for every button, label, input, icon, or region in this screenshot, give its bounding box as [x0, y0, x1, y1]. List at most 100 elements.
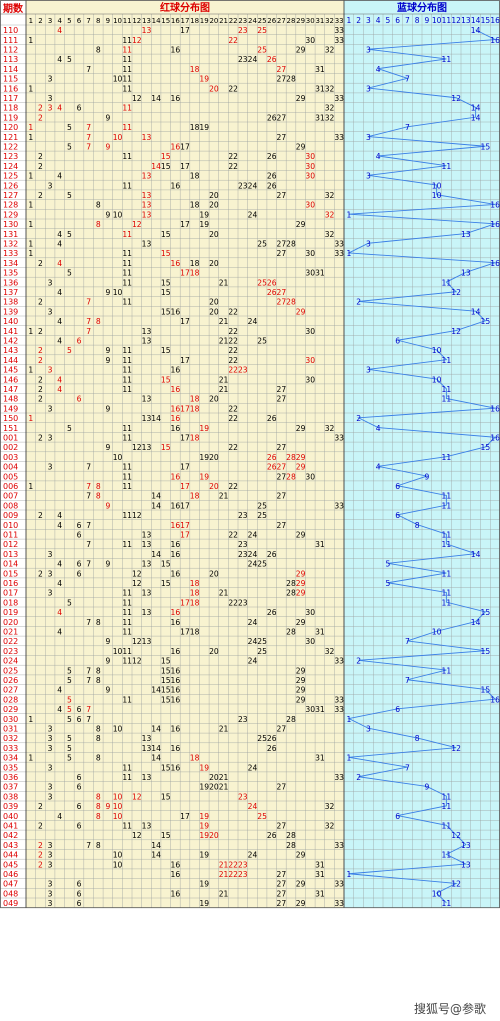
red-ball-number: 23 — [238, 181, 248, 190]
red-ball-number: 1 — [28, 414, 33, 423]
red-ball-number: 5 — [67, 705, 72, 714]
red-ball-number: 6 — [77, 773, 82, 782]
red-ball-number: 4 — [57, 579, 62, 588]
red-ball-number: 14 — [151, 492, 161, 501]
watermark: 搜狐号@参歌 — [413, 1002, 486, 1016]
red-ball-number: 33 — [334, 841, 344, 850]
red-ball-number: 3 — [48, 404, 53, 413]
blue-ball-number: 14 — [471, 550, 481, 559]
red-column-label: 10 — [113, 17, 122, 25]
red-ball-number: 16 — [171, 94, 181, 103]
red-ball-number: 24 — [248, 802, 258, 811]
red-ball-number: 20 — [209, 191, 219, 200]
red-ball-number: 2 — [38, 434, 43, 443]
red-ball-number: 16 — [171, 763, 181, 772]
red-ball-number: 22 — [228, 482, 238, 491]
red-ball-number: 6 — [77, 889, 82, 898]
red-ball-number: 16 — [171, 686, 181, 695]
red-ball-number: 11 — [122, 773, 132, 782]
red-ball-number: 9 — [105, 288, 110, 297]
red-ball-number: 27 — [277, 288, 287, 297]
red-ball-number: 26 — [267, 734, 277, 743]
blue-ball-number: 16 — [490, 201, 500, 210]
red-column-label: 23 — [238, 17, 247, 25]
red-ball-number: 3 — [48, 569, 53, 578]
red-ball-number: 31 — [315, 860, 325, 869]
blue-ball-number: 10 — [432, 346, 442, 355]
blue-ball-number: 6 — [395, 705, 400, 714]
red-ball-number: 3 — [48, 899, 53, 908]
blue-ball-number: 15 — [481, 647, 491, 656]
blue-ball-number: 11 — [442, 356, 452, 365]
red-ball-number: 10 — [113, 133, 123, 142]
red-ball-number: 9 — [105, 113, 110, 122]
red-ball-number: 27 — [277, 443, 287, 452]
red-column-label: 14 — [152, 17, 161, 25]
blue-ball-number: 11 — [442, 501, 452, 510]
red-ball-number: 9 — [105, 501, 110, 510]
issue-number: 117 — [3, 94, 18, 103]
red-ball-number: 30 — [305, 269, 315, 278]
red-ball-number: 4 — [57, 686, 62, 695]
red-ball-number: 6 — [77, 880, 82, 889]
blue-ball-number: 14 — [471, 307, 481, 316]
issue-number: 030 — [3, 715, 18, 724]
red-ball-number: 11 — [122, 511, 132, 520]
red-ball-number: 2 — [38, 113, 43, 122]
red-column-label: 33 — [335, 17, 344, 25]
red-ball-number: 20 — [209, 395, 219, 404]
red-ball-number: 8 — [96, 220, 101, 229]
red-column-label: 8 — [96, 17, 100, 25]
red-ball-number: 4 — [57, 812, 62, 821]
blue-column-label: 6 — [395, 16, 400, 25]
blue-ball-number: 1 — [346, 870, 351, 879]
red-ball-number: 22 — [228, 327, 238, 336]
red-ball-number: 12 — [132, 36, 142, 45]
red-ball-number: 10 — [113, 453, 123, 462]
blue-ball-number: 15 — [481, 317, 491, 326]
red-ball-number: 26 — [267, 453, 277, 462]
issue-number: 146 — [3, 375, 18, 384]
red-ball-number: 27 — [277, 249, 287, 258]
blue-ball-number: 13 — [461, 860, 471, 869]
red-ball-number: 16 — [171, 870, 181, 879]
blue-ball-number: 12 — [451, 288, 461, 297]
red-ball-number: 20 — [209, 298, 219, 307]
issue-number: 043 — [3, 841, 18, 850]
red-ball-number: 1 — [28, 84, 33, 93]
red-ball-number: 25 — [257, 46, 267, 55]
red-ball-number: 33 — [334, 94, 344, 103]
red-ball-number: 18 — [190, 123, 200, 132]
issue-number: 019 — [3, 608, 18, 617]
red-ball-number: 31 — [315, 628, 325, 637]
red-ball-number: 7 — [86, 143, 91, 152]
red-ball-number: 13 — [142, 744, 152, 753]
red-ball-number: 18 — [190, 754, 200, 763]
issue-number: 113 — [3, 55, 18, 64]
red-column-label: 4 — [57, 17, 62, 25]
blue-ball-number: 11 — [442, 822, 452, 831]
red-ball-number: 15 — [161, 249, 171, 258]
red-ball-number: 22 — [228, 531, 238, 540]
red-ball-number: 25 — [257, 337, 267, 346]
red-ball-number: 11 — [122, 278, 132, 287]
red-ball-number: 2 — [38, 822, 43, 831]
blue-ball-number: 16 — [490, 695, 500, 704]
red-ball-number: 26 — [267, 288, 277, 297]
red-ball-number: 1 — [28, 36, 33, 45]
red-ball-number: 4 — [57, 240, 62, 249]
blue-ball-number: 1 — [346, 249, 351, 258]
red-ball-number: 4 — [57, 385, 62, 394]
red-ball-number: 10 — [113, 802, 123, 811]
red-ball-number: 25 — [257, 734, 267, 743]
red-ball-number: 33 — [334, 773, 344, 782]
blue-ball-number: 11 — [442, 492, 452, 501]
red-column-label: 29 — [296, 17, 305, 25]
red-ball-number: 4 — [57, 608, 62, 617]
red-ball-number: 10 — [113, 647, 123, 656]
red-ball-number: 6 — [77, 802, 82, 811]
red-ball-number: 25 — [257, 560, 267, 569]
red-ball-number: 7 — [86, 715, 91, 724]
issue-number: 045 — [3, 860, 18, 869]
red-ball-number: 2 — [38, 259, 43, 268]
